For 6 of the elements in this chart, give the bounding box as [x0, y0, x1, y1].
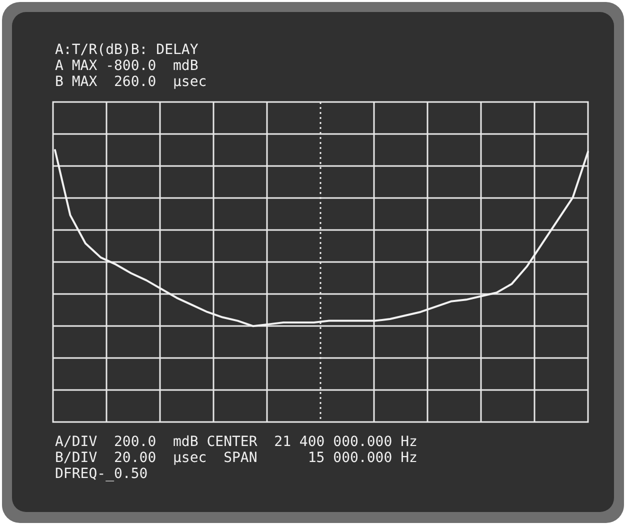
chart-title: A:T/R(dB)B: DELAY	[55, 42, 199, 58]
text: A/DIV 200.0 mdB CENTER 21 400 000.000 Hz	[55, 434, 418, 450]
text: B MAX 260.0 µsec	[55, 74, 207, 90]
text: A MAX -800.0 mdB	[55, 58, 198, 74]
text: B/DIV 20.00 µsec SPAN 15 000.000 Hz	[55, 450, 418, 466]
text: DFREQ-_0.50	[55, 466, 148, 482]
